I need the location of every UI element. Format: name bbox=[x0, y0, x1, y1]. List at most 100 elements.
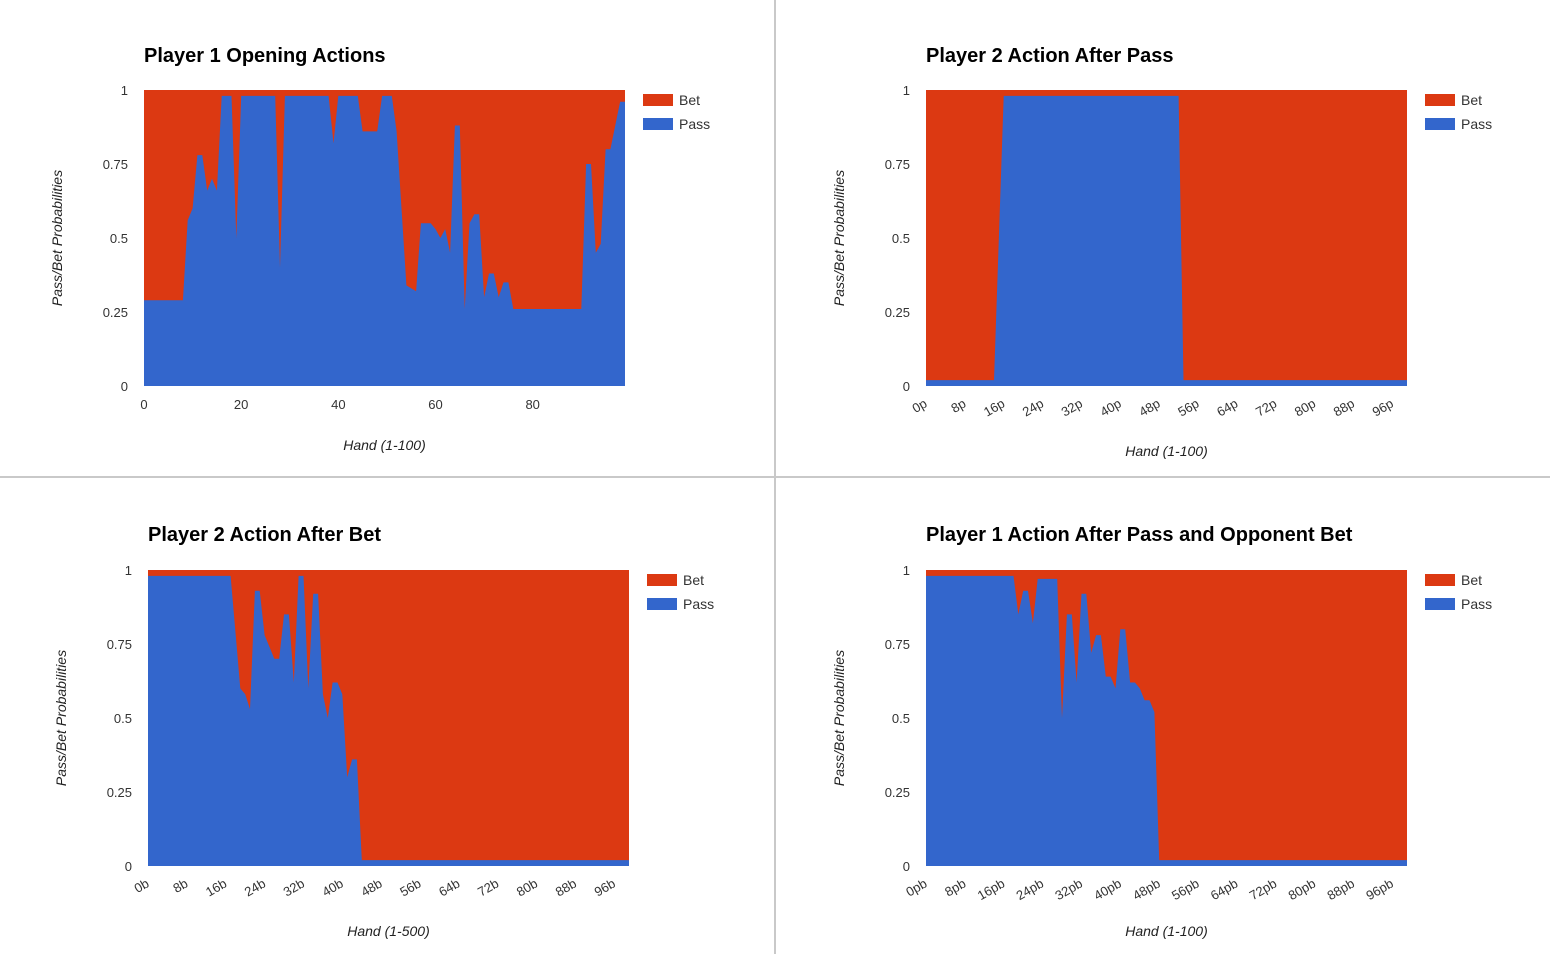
x-tick-label: 64p bbox=[1214, 396, 1240, 420]
chart-title: Player 1 Action After Pass and Opponent … bbox=[926, 524, 1353, 546]
legend-swatch-bet bbox=[1425, 94, 1455, 106]
legend-swatch-pass bbox=[1425, 118, 1455, 130]
chart-svg: Player 1 Opening Actions 0 0.25 0.5 0.75 1 0 20… bbox=[49, 45, 710, 453]
y-tick-label: 1 bbox=[903, 83, 910, 98]
x-tick-label: 20 bbox=[234, 397, 248, 412]
chart-title: Player 2 Action After Bet bbox=[148, 524, 381, 546]
y-tick-label: 0.25 bbox=[885, 785, 910, 800]
pass-area bbox=[926, 575, 1407, 866]
pass-area bbox=[148, 575, 629, 866]
x-tick-label: 48p bbox=[1136, 396, 1162, 420]
y-tick-label: 0.25 bbox=[107, 785, 132, 800]
y-tick-label: 0.5 bbox=[114, 711, 132, 726]
y-axis-label: Pass/Bet Probabilities bbox=[831, 650, 847, 786]
y-axis-label: Pass/Bet Probabilities bbox=[53, 650, 69, 786]
x-tick-label: 96b bbox=[592, 876, 618, 900]
x-tick-label: 56pb bbox=[1169, 876, 1202, 903]
x-tick-label: 24p bbox=[1020, 396, 1046, 420]
pass-area bbox=[144, 95, 625, 387]
x-tick-label: 72p bbox=[1253, 396, 1279, 420]
x-axis-label: Hand (1-100) bbox=[1125, 923, 1208, 939]
x-tick-label: 32b bbox=[281, 876, 307, 900]
legend-swatch-bet bbox=[643, 94, 673, 106]
x-tick-label: 0b bbox=[131, 876, 151, 896]
x-tick-label: 96pb bbox=[1363, 876, 1396, 903]
legend-label-bet: Bet bbox=[1461, 92, 1482, 108]
chart-panel-player1-opening: Player 1 Opening Actions 0 0.25 0.5 0.75 1 0 20… bbox=[0, 0, 774, 476]
x-tick-label: 80pb bbox=[1286, 876, 1319, 903]
y-axis-label: Pass/Bet Probabilities bbox=[49, 170, 65, 306]
x-tick-label: 16b bbox=[203, 876, 229, 900]
chart-panel-player2-after-bet: Player 2 Action After Bet 0 0.25 0.5 0.75 1 0b… bbox=[0, 478, 774, 954]
x-tick-label: 88pb bbox=[1325, 876, 1358, 903]
x-axis-label: Hand (1-500) bbox=[347, 923, 430, 939]
x-tick-label: 40pb bbox=[1091, 876, 1124, 903]
x-tick-label: 48pb bbox=[1130, 876, 1163, 903]
legend-label-bet: Bet bbox=[683, 572, 704, 588]
x-tick-label: 72b bbox=[475, 876, 501, 900]
y-tick-label: 0 bbox=[903, 859, 910, 874]
x-tick-label: 56b bbox=[397, 876, 423, 900]
y-tick-label: 1 bbox=[125, 563, 132, 578]
x-tick-label: 8b bbox=[170, 876, 190, 896]
x-tick-label: 80p bbox=[1292, 396, 1318, 420]
pass-area bbox=[926, 95, 1407, 387]
x-tick-label: 24b bbox=[242, 876, 268, 900]
chart-svg: Player 2 Action After Bet 0 0.25 0.5 0.75 1 0b… bbox=[53, 524, 714, 939]
y-tick-label: 0.5 bbox=[892, 231, 910, 246]
y-tick-label: 0.75 bbox=[885, 637, 910, 652]
x-tick-label: 24pb bbox=[1014, 876, 1047, 903]
legend-swatch-pass bbox=[647, 598, 677, 610]
x-tick-label: 40b bbox=[320, 876, 346, 900]
chart-panel-player2-after-pass: Player 2 Action After Pass 0 0.25 0.5 0.75 1 0… bbox=[776, 0, 1550, 476]
x-tick-label: 16pb bbox=[975, 876, 1008, 903]
legend-label-bet: Bet bbox=[679, 92, 700, 108]
chart-svg: Player 1 Action After Pass and Opponent … bbox=[831, 524, 1492, 939]
x-tick-label: 0 bbox=[140, 397, 147, 412]
x-tick-label: 88b bbox=[553, 876, 579, 900]
x-tick-label: 16p bbox=[981, 396, 1007, 420]
legend-swatch-bet bbox=[647, 574, 677, 586]
legend-swatch-pass bbox=[1425, 598, 1455, 610]
x-tick-label: 64b bbox=[436, 876, 462, 900]
x-tick-label: 32pb bbox=[1052, 876, 1085, 903]
x-tick-label: 80b bbox=[514, 876, 540, 900]
x-axis-label: Hand (1-100) bbox=[343, 437, 426, 453]
y-tick-label: 0.25 bbox=[103, 305, 128, 320]
y-tick-label: 0.75 bbox=[103, 157, 128, 172]
y-tick-label: 0.25 bbox=[885, 305, 910, 320]
x-tick-label: 64pb bbox=[1208, 876, 1241, 903]
x-tick-label: 88p bbox=[1331, 396, 1357, 420]
x-tick-label: 8p bbox=[948, 396, 968, 416]
y-axis-label: Pass/Bet Probabilities bbox=[831, 170, 847, 306]
legend-swatch-pass bbox=[643, 118, 673, 130]
x-tick-label: 72pb bbox=[1247, 876, 1280, 903]
chart-title: Player 2 Action After Pass bbox=[926, 45, 1174, 67]
x-axis-label: Hand (1-100) bbox=[1125, 443, 1208, 459]
x-tick-label: 32p bbox=[1059, 396, 1085, 420]
x-tick-label: 40 bbox=[331, 397, 345, 412]
y-tick-label: 0.5 bbox=[110, 231, 128, 246]
legend-label-pass: Pass bbox=[1461, 116, 1492, 132]
y-tick-label: 0.5 bbox=[892, 711, 910, 726]
x-tick-label: 40p bbox=[1098, 396, 1124, 420]
x-tick-label: 80 bbox=[525, 397, 539, 412]
x-tick-label: 8pb bbox=[942, 876, 968, 900]
legend-label-pass: Pass bbox=[1461, 596, 1492, 612]
x-tick-label: 56p bbox=[1175, 396, 1201, 420]
legend-swatch-bet bbox=[1425, 574, 1455, 586]
y-tick-label: 0 bbox=[121, 379, 128, 394]
y-tick-label: 1 bbox=[903, 563, 910, 578]
x-tick-label: 48b bbox=[358, 876, 384, 900]
legend-label-pass: Pass bbox=[683, 596, 714, 612]
y-tick-label: 1 bbox=[121, 83, 128, 98]
x-tick-label: 0p bbox=[909, 396, 929, 416]
y-tick-label: 0 bbox=[903, 379, 910, 394]
y-tick-label: 0 bbox=[125, 859, 132, 874]
x-tick-label: 96p bbox=[1370, 396, 1396, 420]
chart-panel-player1-after-pass-bet: Player 1 Action After Pass and Opponent … bbox=[776, 478, 1550, 954]
y-tick-label: 0.75 bbox=[107, 637, 132, 652]
x-tick-label: 60 bbox=[428, 397, 442, 412]
chart-svg: Player 2 Action After Pass 0 0.25 0.5 0.75 1 0… bbox=[831, 45, 1492, 459]
